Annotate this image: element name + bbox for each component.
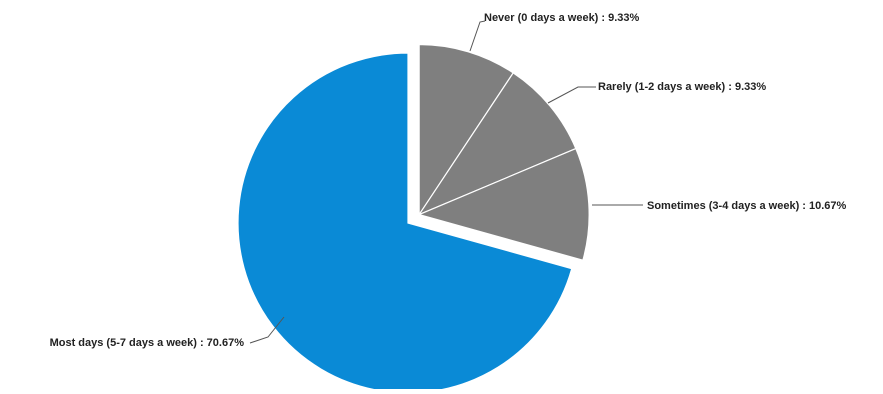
pie-slice-most-days [237,52,573,394]
slice-label-never: Never (0 days a week) : 9.33% [484,12,640,24]
pie-slice-never [418,43,515,217]
pie-slices [237,43,590,394]
slice-label-most-days: Most days (5-7 days a week) : 70.67% [50,337,245,349]
leader-line-never [469,20,486,52]
pie-labels: Never (0 days a week) : 9.33% Rarely (1-2… [50,12,847,349]
slice-label-sometimes: Sometimes (3-4 days a week) : 10.67% [647,200,847,212]
slice-label-rarely: Rarely (1-2 days a week) : 9.33% [598,81,766,93]
pie-slice-sometimes [417,147,590,261]
leader-line-most-days [249,316,285,344]
pie-leader-lines [249,20,643,344]
leader-line-rarely [547,86,596,104]
pie-slice-rarely [417,72,577,216]
